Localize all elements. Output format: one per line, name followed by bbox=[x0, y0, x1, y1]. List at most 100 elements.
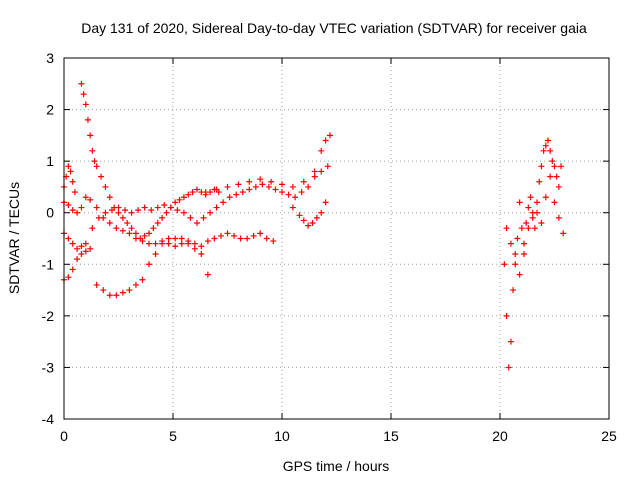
x-tick-label: 15 bbox=[383, 428, 399, 444]
data-point bbox=[128, 225, 135, 232]
data-point bbox=[512, 261, 519, 268]
data-point bbox=[137, 235, 144, 242]
data-point bbox=[106, 194, 113, 201]
data-point bbox=[534, 199, 541, 206]
data-point bbox=[146, 240, 153, 247]
data-point bbox=[152, 250, 159, 257]
data-point bbox=[326, 132, 333, 139]
series-track-g bbox=[289, 199, 329, 229]
data-point bbox=[305, 183, 312, 190]
data-point bbox=[65, 163, 72, 170]
data-point bbox=[132, 230, 139, 237]
data-point bbox=[503, 312, 510, 319]
data-point bbox=[501, 261, 508, 268]
data-point bbox=[529, 214, 536, 221]
data-point bbox=[78, 204, 85, 211]
data-point bbox=[540, 147, 547, 154]
data-point bbox=[189, 189, 196, 196]
data-point bbox=[95, 214, 102, 221]
data-point bbox=[213, 204, 220, 211]
series-track-i bbox=[503, 173, 567, 278]
data-point bbox=[78, 243, 85, 250]
data-point bbox=[311, 168, 318, 175]
data-point bbox=[198, 243, 205, 250]
data-point bbox=[163, 209, 170, 216]
data-point bbox=[128, 209, 135, 216]
data-point bbox=[246, 178, 253, 185]
data-point bbox=[159, 240, 166, 247]
data-point bbox=[102, 209, 109, 216]
data-point bbox=[311, 173, 318, 180]
data-point bbox=[523, 220, 530, 227]
data-point bbox=[534, 209, 541, 216]
data-point bbox=[217, 232, 224, 239]
data-point bbox=[84, 116, 91, 123]
data-point bbox=[87, 196, 94, 203]
data-point bbox=[67, 168, 74, 175]
data-point bbox=[318, 168, 325, 175]
data-point bbox=[167, 204, 174, 211]
y-tick-label: 0 bbox=[46, 205, 54, 221]
data-point bbox=[113, 225, 120, 232]
data-point bbox=[146, 230, 153, 237]
data-point bbox=[289, 183, 296, 190]
data-point bbox=[124, 220, 131, 227]
x-tick-label: 20 bbox=[492, 428, 508, 444]
data-point bbox=[226, 194, 233, 201]
series-track-f bbox=[202, 132, 333, 196]
data-point bbox=[507, 240, 514, 247]
data-point bbox=[525, 225, 532, 232]
data-point bbox=[207, 209, 214, 216]
data-point bbox=[233, 191, 240, 198]
data-point bbox=[172, 235, 179, 242]
data-point bbox=[102, 183, 109, 190]
data-point bbox=[69, 207, 76, 214]
data-point bbox=[512, 250, 519, 257]
y-tick-label: -3 bbox=[42, 359, 55, 375]
data-point bbox=[191, 245, 198, 252]
data-point bbox=[507, 338, 514, 345]
data-point bbox=[172, 243, 179, 250]
data-point bbox=[119, 227, 126, 234]
data-point bbox=[505, 364, 512, 371]
data-point bbox=[152, 240, 159, 247]
data-point bbox=[135, 207, 142, 214]
data-point bbox=[237, 235, 244, 242]
data-point bbox=[69, 240, 76, 247]
series-track-c bbox=[78, 80, 222, 242]
data-point bbox=[115, 209, 122, 216]
grid-lines bbox=[64, 58, 609, 419]
data-point bbox=[159, 214, 166, 221]
data-point bbox=[126, 287, 133, 294]
chart-title: Day 131 of 2020, Sidereal Day-to-day VTE… bbox=[81, 20, 587, 36]
y-tick-label: -1 bbox=[42, 256, 55, 272]
data-point bbox=[318, 209, 325, 216]
data-point bbox=[542, 142, 549, 149]
data-point bbox=[80, 91, 87, 98]
data-point bbox=[551, 199, 558, 206]
data-point bbox=[93, 204, 100, 211]
data-point bbox=[178, 240, 185, 247]
y-tick-label: 1 bbox=[46, 153, 54, 169]
data-point bbox=[536, 178, 543, 185]
data-point bbox=[224, 183, 231, 190]
x-tick-label: 5 bbox=[169, 428, 177, 444]
data-point bbox=[89, 147, 96, 154]
data-point bbox=[289, 204, 296, 211]
data-point bbox=[106, 292, 113, 299]
data-point bbox=[551, 163, 558, 170]
data-point bbox=[272, 186, 279, 193]
data-point bbox=[148, 207, 155, 214]
data-point bbox=[531, 225, 538, 232]
data-point bbox=[285, 191, 292, 198]
data-point bbox=[82, 240, 89, 247]
data-point bbox=[246, 186, 253, 193]
data-point bbox=[553, 173, 560, 180]
x-tick-label: 10 bbox=[274, 428, 290, 444]
data-point bbox=[65, 201, 72, 208]
data-point bbox=[300, 217, 307, 224]
data-point bbox=[122, 207, 129, 214]
data-point bbox=[298, 189, 305, 196]
y-axis-label: SDTVAR / TECUs bbox=[6, 182, 22, 294]
data-point bbox=[244, 235, 251, 242]
